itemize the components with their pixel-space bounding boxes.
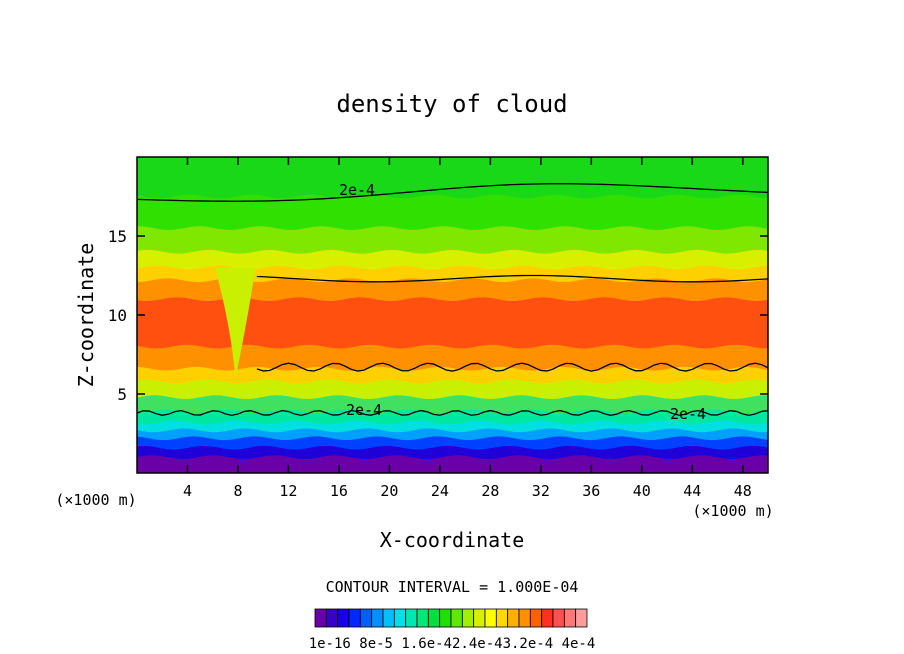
x-tick-label: 20 <box>380 482 398 500</box>
colorbar-swatch <box>359 608 373 628</box>
colorbar-swatch <box>529 608 543 628</box>
colorbar <box>314 608 588 628</box>
x-tick-label: 4 <box>183 482 192 500</box>
colorbar-swatch <box>427 608 441 628</box>
colorbar-swatch <box>314 608 327 628</box>
y-tick-label: 10 <box>108 306 127 325</box>
colorbar-swatch <box>382 608 395 628</box>
colorbar-swatch <box>461 608 475 628</box>
x-tick-label: 24 <box>431 482 449 500</box>
x-unit-left: (×1000 m) <box>55 491 136 509</box>
colorbar-swatch <box>541 608 554 628</box>
downdraft-gap <box>215 267 256 379</box>
contour-label: 2e-4 <box>670 405 706 423</box>
y-tick-label: 15 <box>108 227 127 246</box>
contour-label: 2e-4 <box>339 181 375 199</box>
x-tick-label: 16 <box>330 482 348 500</box>
x-tick-label: 28 <box>481 482 499 500</box>
colorbar-swatch <box>450 608 463 628</box>
x-tick-label: 8 <box>233 482 242 500</box>
x-unit-right: (×1000 m) <box>692 502 773 520</box>
field-band <box>137 455 768 473</box>
colorbar-swatch <box>518 608 531 628</box>
colorbar-swatch <box>473 608 486 628</box>
colorbar-swatch <box>416 608 429 628</box>
colorbar-swatch <box>575 608 588 628</box>
colorbar-swatch <box>325 608 339 628</box>
contour-labels: 2e-4 2e-4 2e-4 <box>339 181 706 423</box>
colorbar-swatch <box>563 608 577 628</box>
y-axis: 5 10 15 <box>108 227 768 404</box>
contour-interval-text: CONTOUR INTERVAL = 1.000E-04 <box>326 578 579 596</box>
contour-mid-upper <box>256 274 768 283</box>
density-field <box>137 157 768 473</box>
colorbar-swatch <box>348 608 361 628</box>
colorbar-swatch <box>552 608 565 628</box>
colorbar-swatch <box>507 608 520 628</box>
colorbar-swatch <box>371 608 384 628</box>
contour-lines <box>137 183 768 416</box>
contour-upper <box>137 183 768 202</box>
contour-mid-lower <box>256 362 768 372</box>
colorbar-swatch <box>405 608 418 628</box>
contour-lower <box>137 409 768 416</box>
y-tick-label: 5 <box>117 385 127 404</box>
x-tick-label: 36 <box>582 482 600 500</box>
contour-label: 2e-4 <box>346 401 382 419</box>
x-axis-label: X-coordinate <box>380 528 525 552</box>
x-tick-label: 32 <box>532 482 550 500</box>
x-tick-label: 44 <box>683 482 701 500</box>
colorbar-swatch <box>439 608 452 628</box>
x-tick-label: 40 <box>633 482 651 500</box>
x-tick-label: 48 <box>734 482 752 500</box>
x-axis: 4 8 12 16 20 24 28 32 36 40 44 48 <box>183 157 752 500</box>
colorbar-swatch <box>393 608 407 628</box>
colorbar-swatch <box>484 608 497 628</box>
chart-title: density of cloud <box>336 90 567 118</box>
y-axis-label: Z-coordinate <box>74 243 98 388</box>
colorbar-swatch <box>337 608 350 628</box>
colorbar-labels: 1e-16 8e-5 1.6e-42.4e-43.2e-4 4e-4 <box>309 636 596 652</box>
x-tick-label: 12 <box>279 482 297 500</box>
colorbar-swatch <box>495 608 509 628</box>
